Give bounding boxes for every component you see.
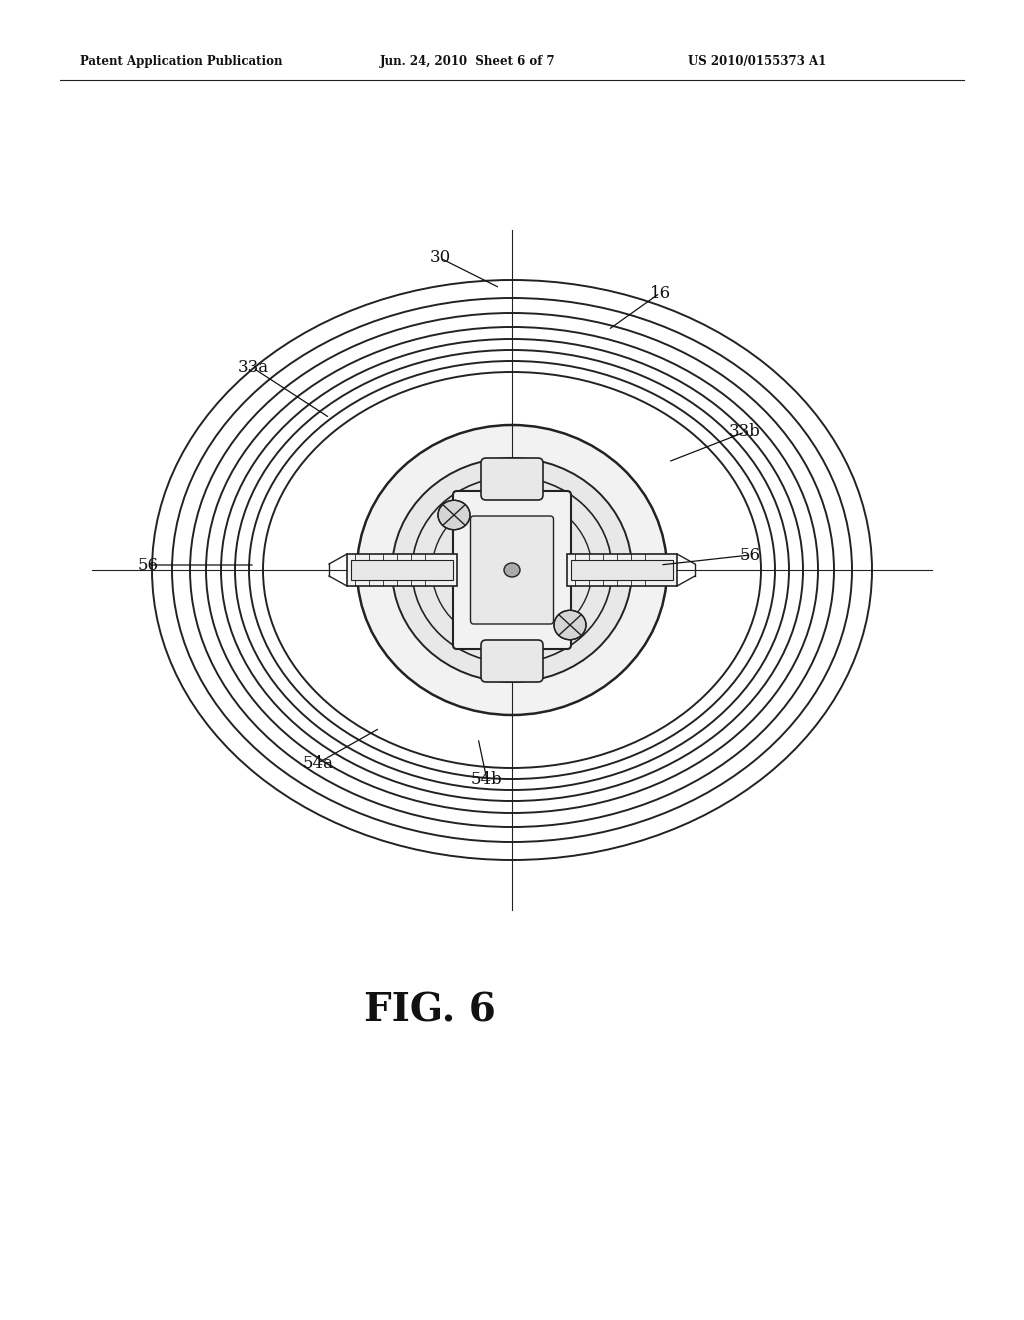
Text: FIG. 6: FIG. 6 [365, 991, 496, 1030]
FancyBboxPatch shape [453, 491, 571, 649]
Text: 16: 16 [649, 285, 671, 301]
Text: US 2010/0155373 A1: US 2010/0155373 A1 [688, 55, 826, 69]
Text: 56: 56 [137, 557, 159, 573]
Bar [571, 560, 673, 579]
Ellipse shape [504, 564, 520, 577]
FancyBboxPatch shape [470, 516, 554, 624]
Bar [347, 554, 457, 586]
Text: Jun. 24, 2010  Sheet 6 of 7: Jun. 24, 2010 Sheet 6 of 7 [380, 55, 556, 69]
FancyBboxPatch shape [481, 458, 543, 500]
Ellipse shape [480, 540, 544, 601]
Ellipse shape [554, 610, 586, 640]
Text: 56: 56 [739, 546, 761, 564]
Ellipse shape [357, 425, 667, 715]
Text: Patent Application Publication: Patent Application Publication [80, 55, 283, 69]
Ellipse shape [438, 500, 470, 529]
Text: 33a: 33a [238, 359, 268, 376]
Text: 30: 30 [429, 249, 451, 267]
Text: 54a: 54a [302, 755, 334, 771]
Bar [567, 554, 677, 586]
Bar [351, 560, 453, 579]
Ellipse shape [494, 553, 530, 587]
Text: 33b: 33b [729, 424, 761, 441]
Ellipse shape [392, 458, 632, 682]
Text: 54b: 54b [471, 771, 503, 788]
FancyBboxPatch shape [481, 640, 543, 682]
